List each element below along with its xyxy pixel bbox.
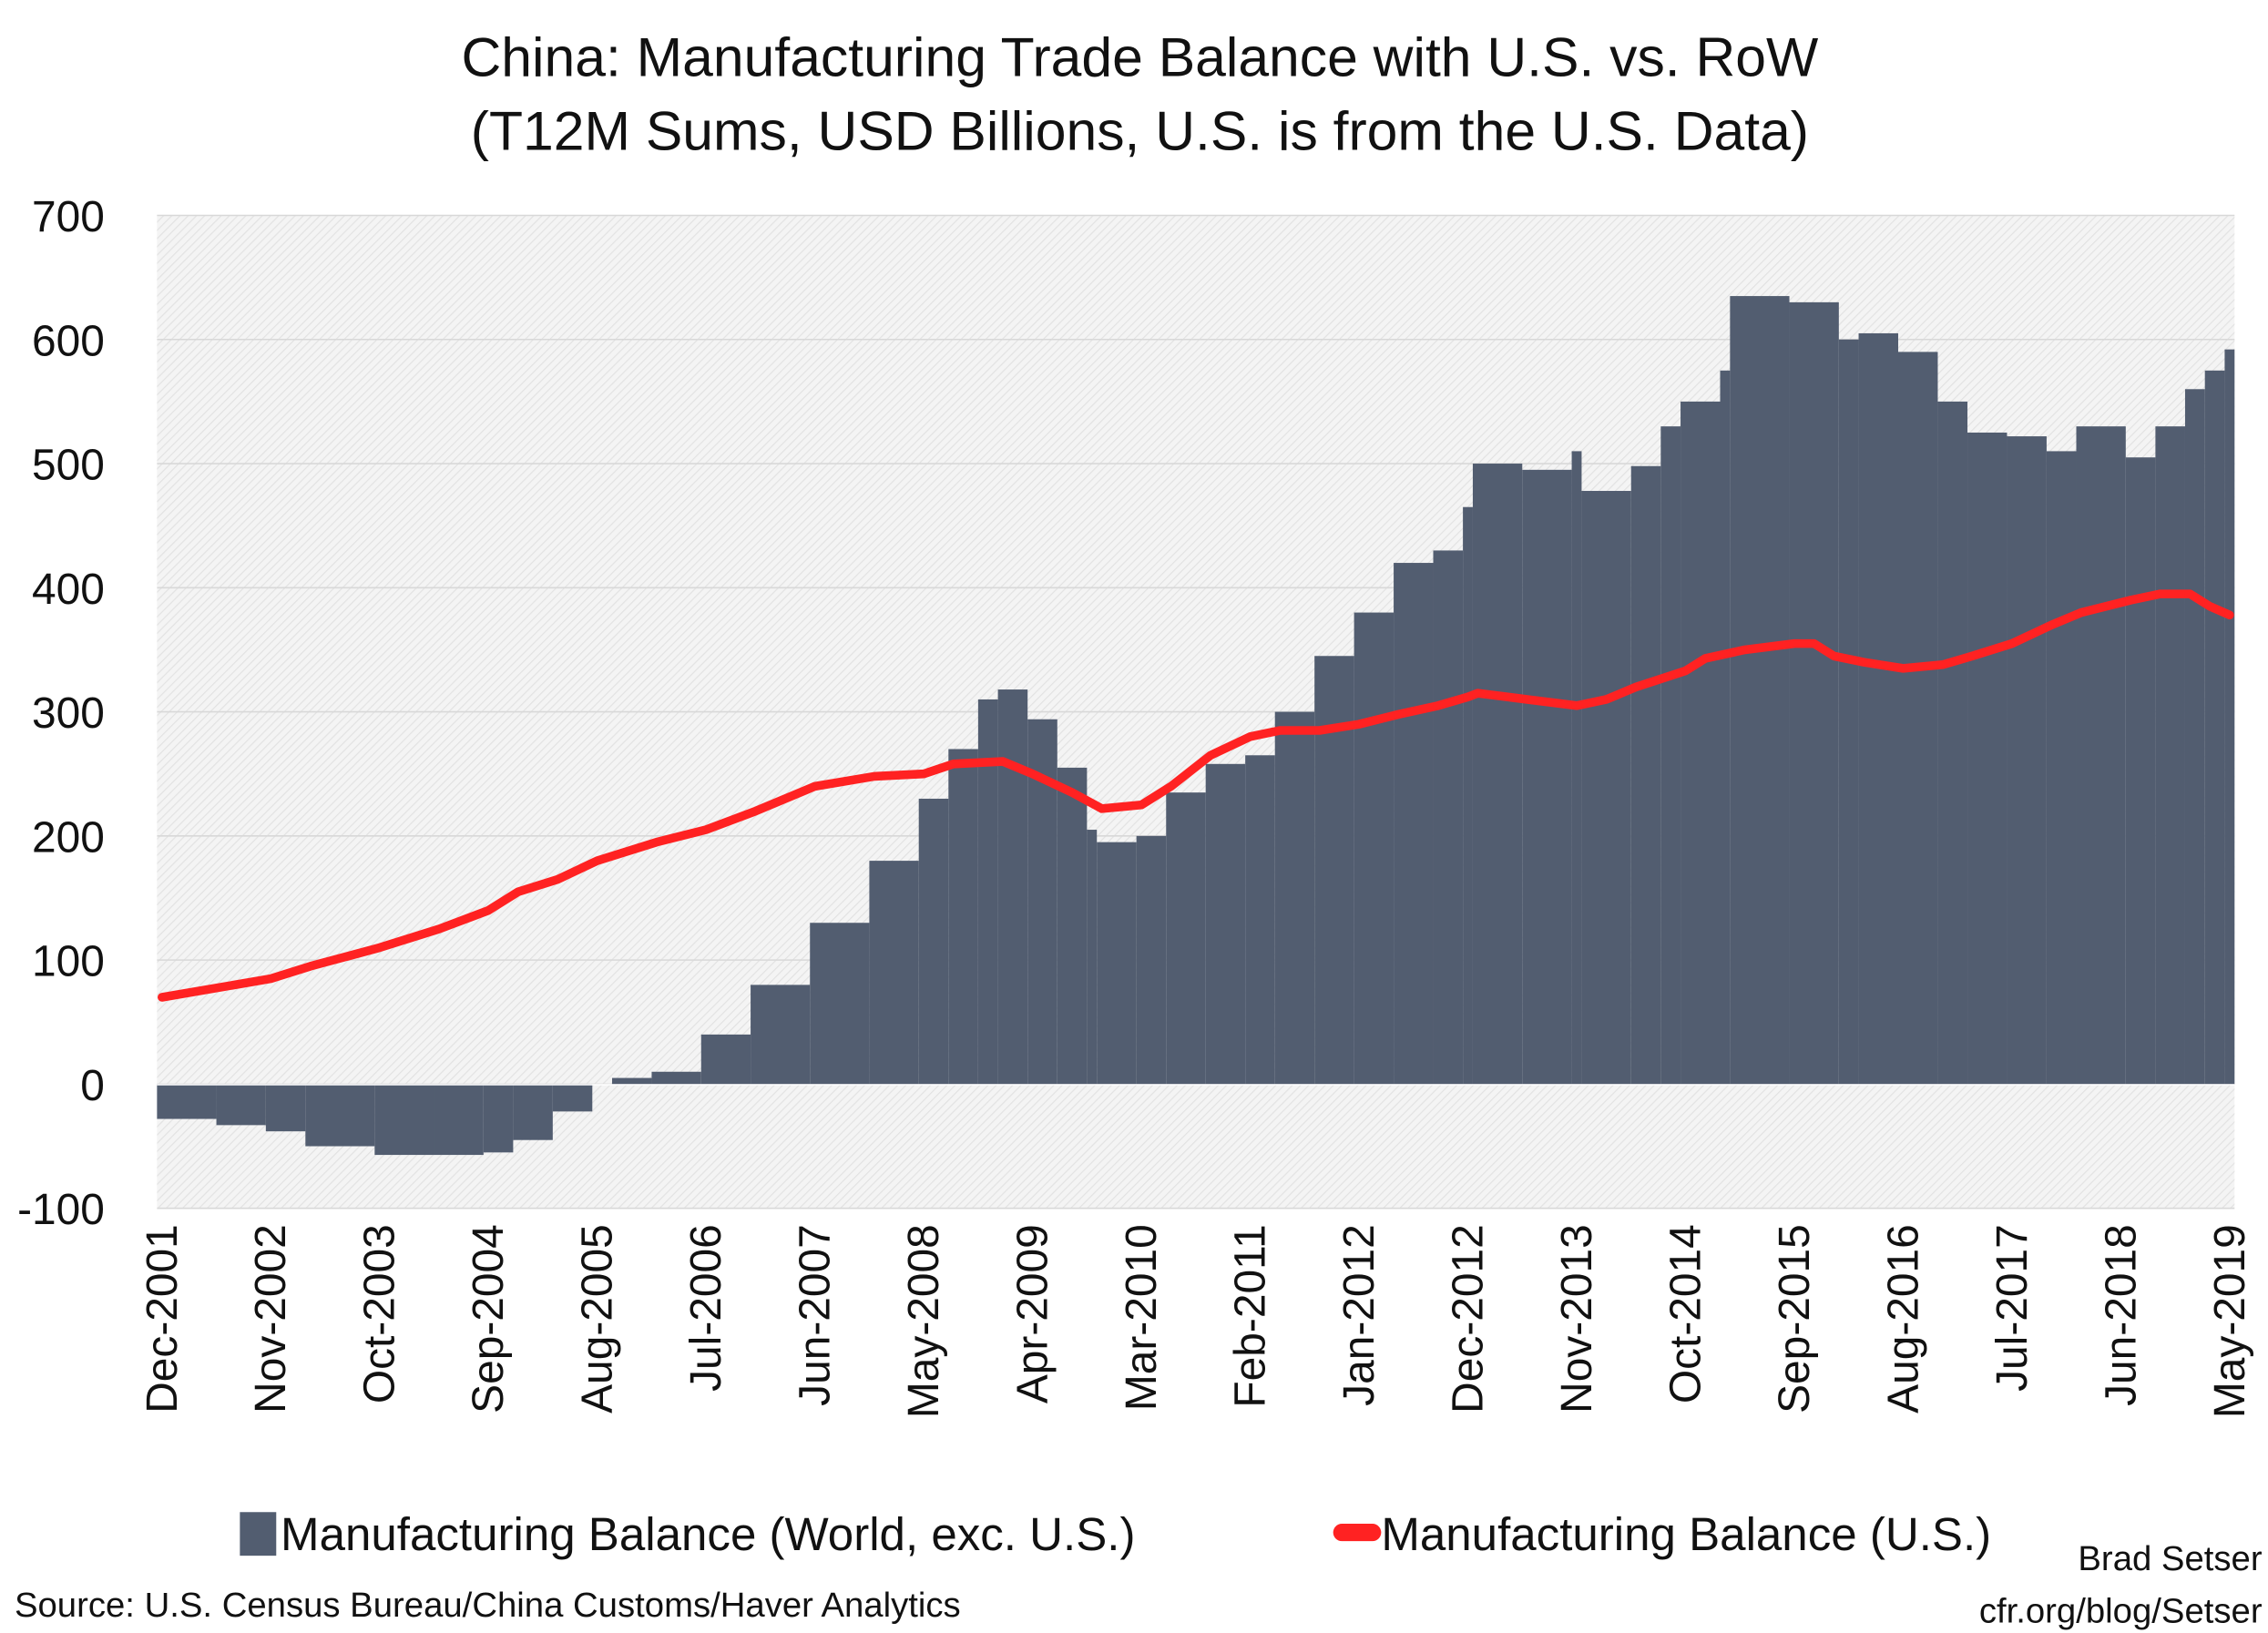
world-bar <box>1205 763 1246 1085</box>
world-bar <box>1660 426 1681 1085</box>
world-bar <box>2204 370 2225 1085</box>
world-bar <box>1937 401 1968 1085</box>
world-bar <box>2076 426 2126 1085</box>
x-axis: Dec-2001 Nov-2002 Oct-2003 Sep-2004 Aug-2005… <box>138 1224 2254 1418</box>
legend: Manufacturing Balance (World, exc. U.S.)… <box>240 1508 1991 1560</box>
world-bar <box>612 1077 652 1085</box>
world-bar <box>1789 301 1839 1085</box>
world-bar <box>1245 755 1275 1085</box>
world-bar <box>1522 469 1572 1085</box>
world-bar <box>2184 389 2205 1085</box>
world-bar <box>1681 401 1721 1085</box>
world-bar <box>751 985 811 1085</box>
world-bar <box>2125 457 2156 1085</box>
world-bar <box>1354 612 1395 1085</box>
x-tick-label: Mar-2010 <box>1118 1224 1166 1411</box>
world-bar <box>1057 767 1088 1085</box>
y-tick-label: 0 <box>80 1062 105 1110</box>
world-bar <box>1087 830 1098 1085</box>
legend-label-world: Manufacturing Balance (World, exc. U.S.) <box>281 1508 1135 1560</box>
x-tick-label: May-2008 <box>900 1224 948 1418</box>
world-bar <box>651 1071 701 1085</box>
world-bar <box>918 798 949 1085</box>
x-tick-label: Nov-2013 <box>1553 1224 1601 1414</box>
x-tick-label: Jan-2012 <box>1335 1224 1384 1406</box>
world-bar <box>305 1084 375 1147</box>
world-bar <box>810 923 870 1085</box>
world-bar <box>1630 465 1661 1085</box>
y-tick-label: 200 <box>32 813 105 862</box>
world-bar <box>997 689 1028 1085</box>
world-bar <box>1730 296 1790 1085</box>
world-bar <box>1858 332 1898 1085</box>
world-bar <box>700 1034 751 1085</box>
x-tick-label: Nov-2002 <box>247 1224 295 1414</box>
us-line <box>158 589 2234 1002</box>
x-tick-label: Jul-2017 <box>1988 1224 2037 1392</box>
world-bar <box>434 1084 484 1156</box>
y-tick-label: 400 <box>32 566 105 614</box>
x-tick-label: Dec-2012 <box>1444 1224 1492 1414</box>
author-site: cfr.org/blog/Setser <box>1979 1592 2263 1631</box>
world-bar <box>2046 451 2077 1085</box>
world-bar <box>1274 711 1315 1085</box>
world-bar <box>1720 370 1731 1085</box>
x-tick-label: Feb-2011 <box>1227 1224 1275 1407</box>
x-tick-label: Jun-2007 <box>792 1224 840 1406</box>
world-bar <box>2155 426 2185 1085</box>
y-tick-label: 300 <box>32 689 105 738</box>
world-bar <box>1394 563 1434 1085</box>
world-bar <box>1166 792 1206 1085</box>
y-axis: 700 600 500 400 300 200 100 0 -100 <box>17 193 105 1234</box>
x-tick-label: Apr-2009 <box>1009 1224 1057 1403</box>
x-tick-label: Jul-2006 <box>682 1224 730 1392</box>
source-note: Source: U.S. Census Bureau/China Customs… <box>15 1586 961 1625</box>
x-tick-label: Sep-2004 <box>465 1224 513 1414</box>
world-bar <box>483 1084 514 1153</box>
world-bar <box>1967 432 2007 1085</box>
world-bar <box>2224 349 2235 1085</box>
world-bar <box>1838 339 1859 1085</box>
world-bar <box>948 749 978 1085</box>
x-tick-label: Oct-2014 <box>1661 1224 1710 1403</box>
world-bar <box>1314 656 1354 1085</box>
x-tick-label: Sep-2015 <box>1771 1224 1819 1414</box>
y-tick-label: 100 <box>32 938 105 986</box>
y-tick-label: 700 <box>32 193 105 241</box>
world-bar <box>1581 491 1631 1085</box>
x-tick-label: Jun-2018 <box>2097 1224 2145 1406</box>
y-tick-label: 600 <box>32 317 105 365</box>
world-bar <box>157 1084 217 1119</box>
y-tick-label: -100 <box>17 1186 105 1234</box>
x-tick-label: Oct-2003 <box>356 1224 404 1403</box>
x-tick-label: Aug-2016 <box>1879 1224 1927 1414</box>
world-bars <box>157 296 2235 1156</box>
x-tick-label: Dec-2001 <box>138 1224 187 1414</box>
world-bar <box>1571 451 1582 1085</box>
world-bar <box>1136 835 1167 1085</box>
world-bar <box>1897 352 1938 1085</box>
world-bar <box>513 1084 553 1140</box>
author-credit: Brad Setser <box>2078 1539 2262 1578</box>
legend-swatch-us <box>1333 1524 1382 1542</box>
world-bar <box>265 1084 306 1132</box>
legend-swatch-world <box>240 1512 277 1556</box>
world-bar <box>1472 464 1523 1085</box>
world-bar <box>2007 436 2047 1085</box>
world-bar <box>977 699 998 1085</box>
world-bar <box>374 1084 434 1156</box>
y-tick-label: 500 <box>32 442 105 490</box>
legend-label-us: Manufacturing Balance (U.S.) <box>1381 1508 1991 1560</box>
world-bar <box>1463 506 1473 1085</box>
chart-title: China: Manufacturing Trade Balance with … <box>462 26 1819 87</box>
world-bar <box>869 861 919 1085</box>
world-bar <box>1097 842 1137 1085</box>
chart-subtitle: (T12M Sums, USD Billions, U.S. is from t… <box>471 100 1809 162</box>
world-bar <box>216 1084 266 1126</box>
x-tick-label: May-2019 <box>2206 1224 2254 1418</box>
x-tick-label: Aug-2005 <box>574 1224 622 1414</box>
world-bar <box>552 1084 593 1112</box>
world-bar <box>1433 550 1464 1085</box>
